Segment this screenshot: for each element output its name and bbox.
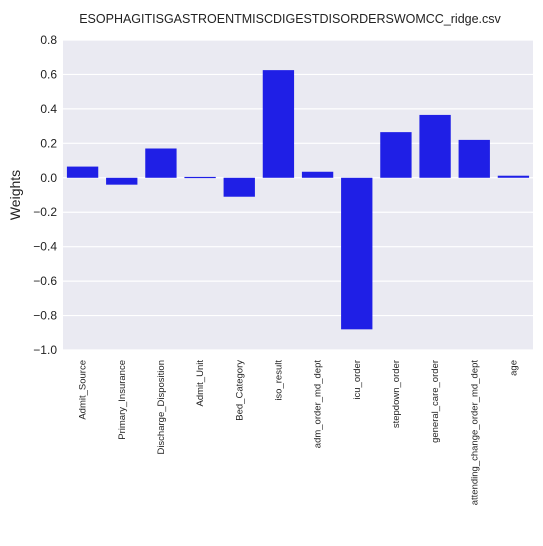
y-tick-label: 0.4 [40,102,57,116]
bars [66,70,530,330]
y-axis-label: Weights [7,170,23,220]
chart-title: ESOPHAGITISGASTROENTMISCDIGESTDISORDERSW… [79,12,501,26]
bar-discharge-disposition [145,148,177,178]
y-tick-labels: 0.8 0.6 0.4 0.2 0.0 −0.2 −0.4 −0.6 −0.8 −1.0 [33,33,57,357]
bar-age [497,175,530,178]
bar-admit-unit [184,176,216,179]
y-tick-label: −0.6 [33,274,57,288]
x-tick-label: icu_order [352,360,363,400]
x-tick-label: general_care_order [430,360,441,443]
bar-primary-insurance [106,177,138,185]
y-tick-label: −0.8 [33,309,57,323]
y-tick-label: 0.6 [40,67,57,81]
x-tick-label: Discharge_Disposition [156,360,167,455]
x-tick-label: Bed_Category [234,360,245,421]
bar-bed-category [223,177,255,197]
y-tick-label: 0.2 [40,136,57,150]
x-tick-label: Admit_Source [78,360,89,420]
x-tick-labels: Admit_Source Primary_Insurance Discharge_D… [78,360,520,506]
y-tick-label: 0.8 [40,33,57,47]
plot-background [63,40,533,350]
bar-iso-result [262,70,295,178]
y-tick-label: −1.0 [33,343,57,357]
y-tick-label: −0.2 [33,205,57,219]
bar-admit-source [66,166,99,178]
bar-icu-order [341,177,373,330]
grid-lines [63,39,533,351]
x-tick-label: Primary_Insurance [117,360,128,440]
y-tick-label: 0.0 [40,171,57,185]
x-tick-label: adm_order_md_dept [313,360,324,449]
y-tick-label: −0.4 [33,240,57,254]
x-tick-label: attending_change_order_md_dept [469,360,480,506]
x-tick-label: iso_result [273,360,284,401]
x-tick-label: stepdown_order [391,360,402,428]
bar-stepdown-order [380,132,412,178]
x-tick-label: Admit_Unit [195,360,206,407]
bar-adm-order-md-dept [301,171,334,178]
bar-general-care-order [419,114,451,178]
bar-attending-change-order-md-dept [458,139,490,178]
x-tick-label: age [508,360,519,376]
